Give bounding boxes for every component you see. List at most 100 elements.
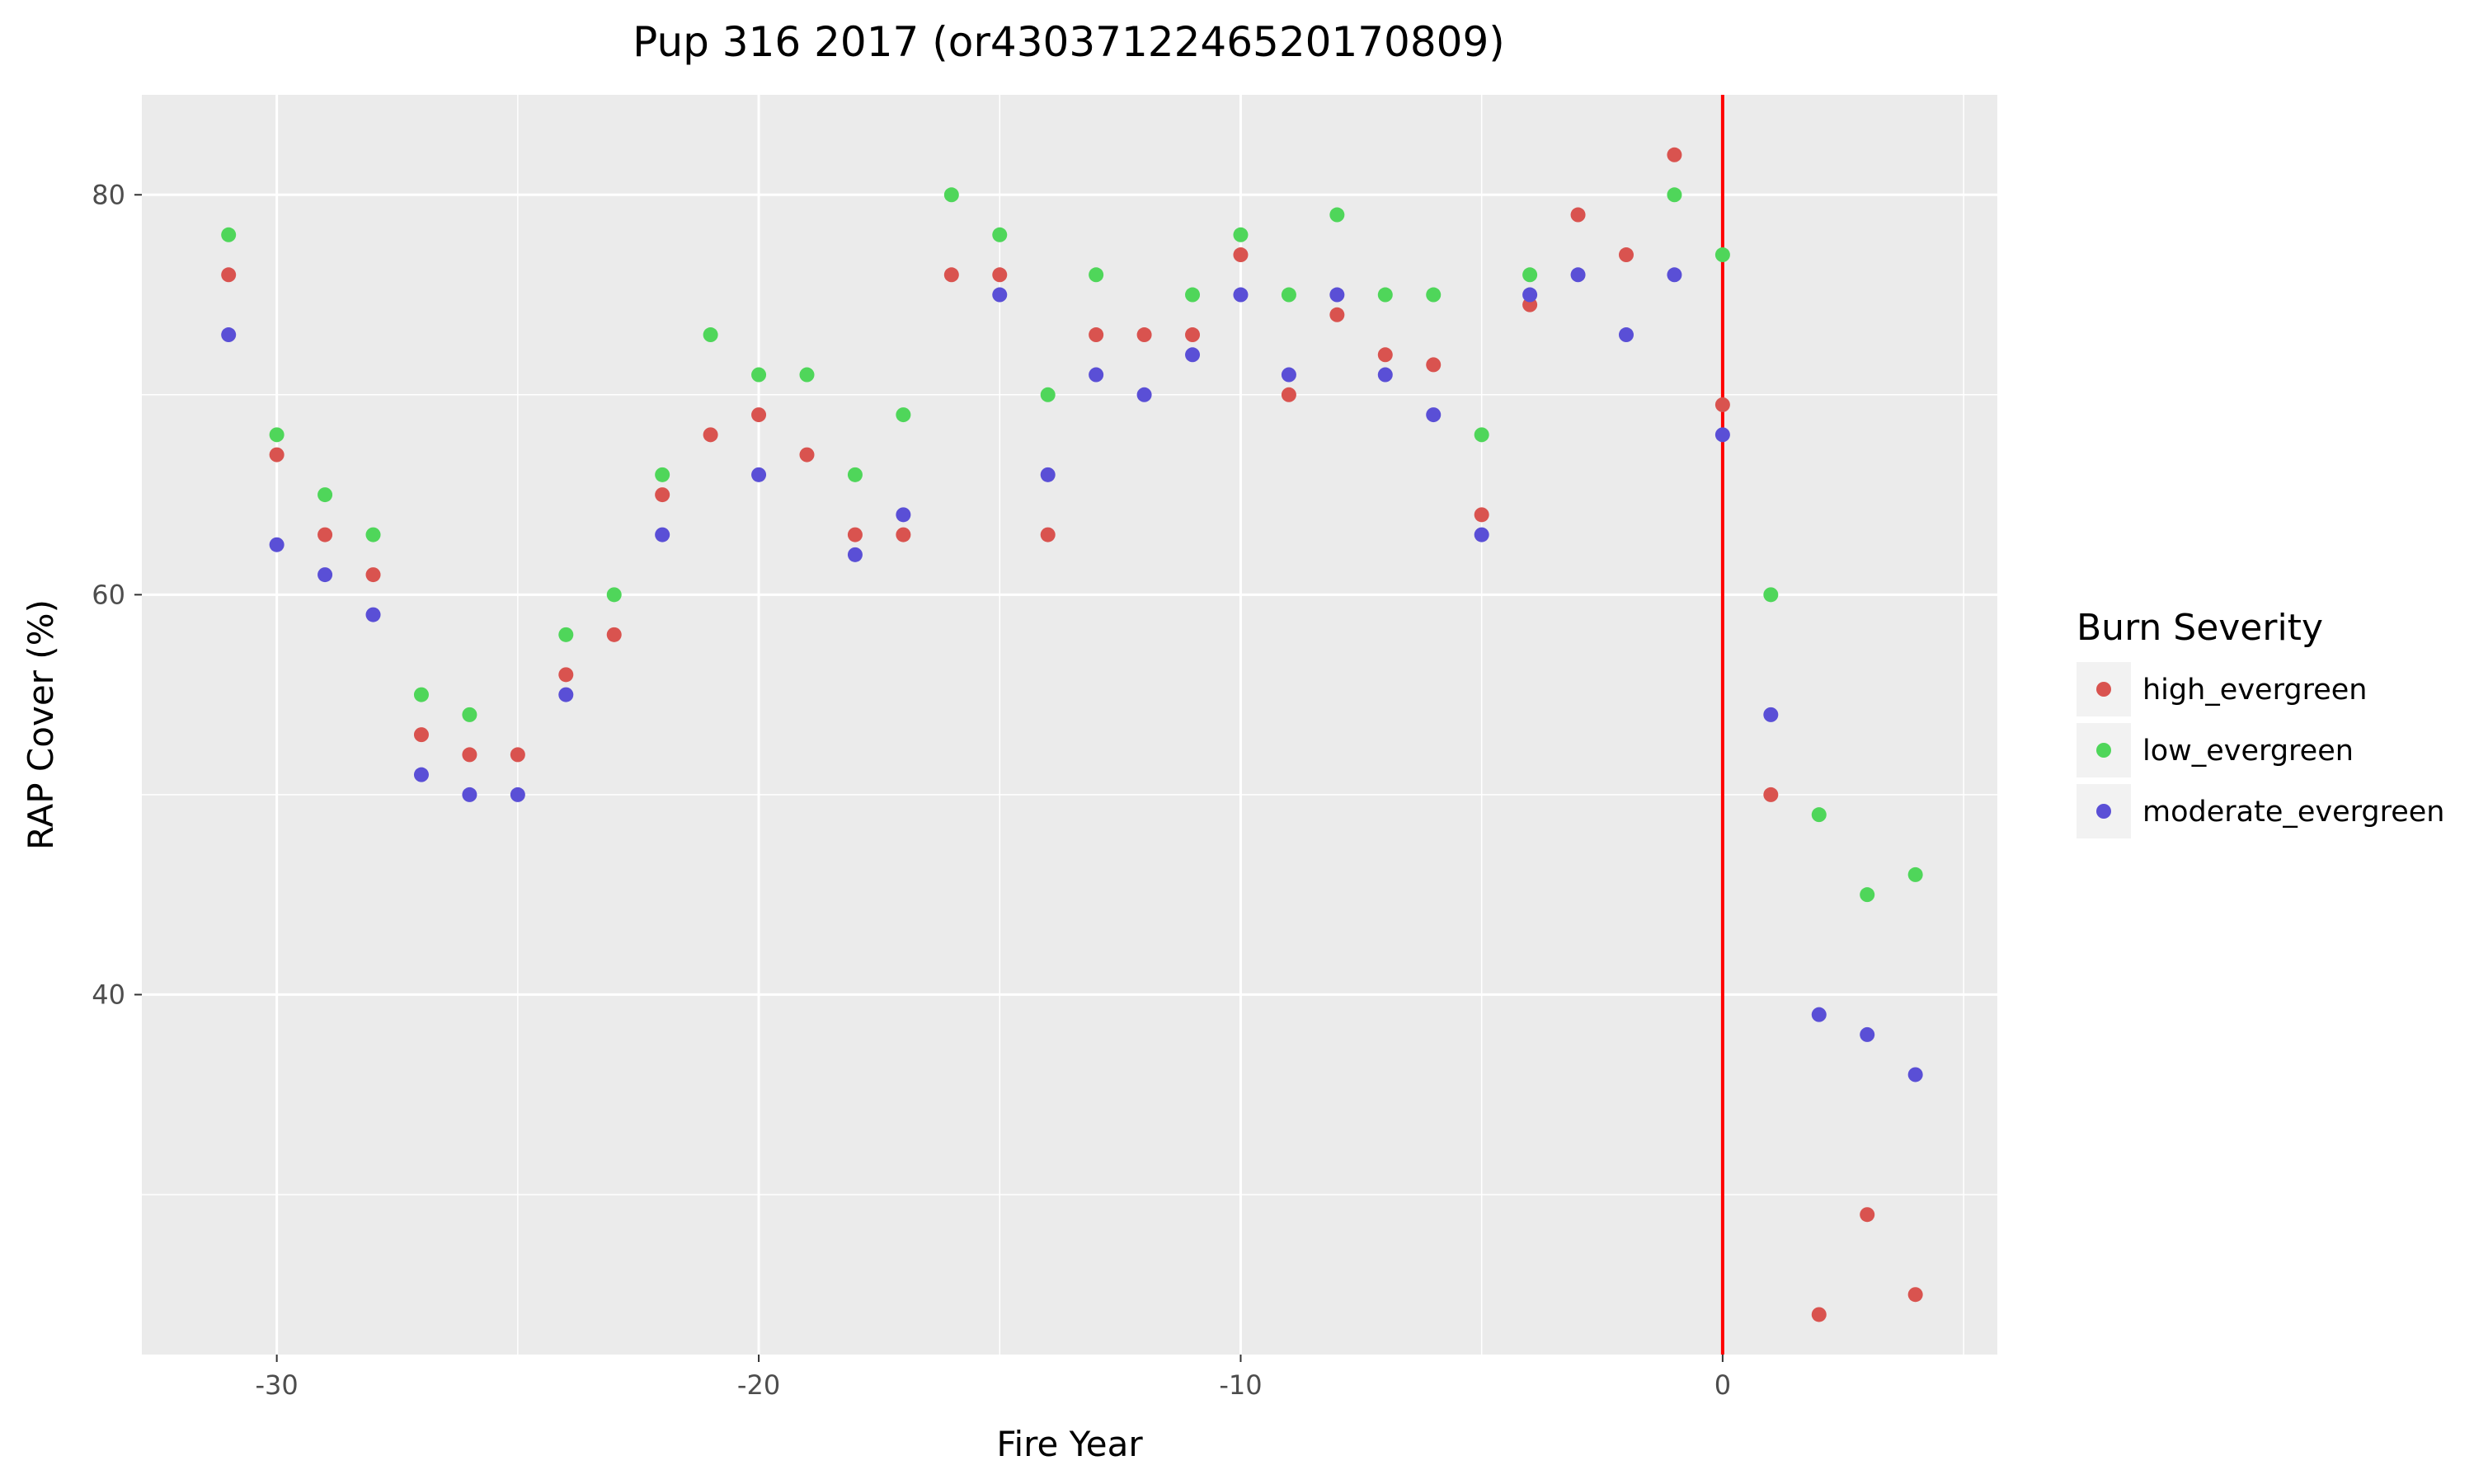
point-moderate_evergreen <box>896 507 911 523</box>
point-moderate_evergreen <box>1329 287 1345 303</box>
point-low_evergreen <box>221 227 237 242</box>
point-moderate_evergreen <box>1136 387 1152 402</box>
point-moderate_evergreen <box>1281 367 1296 383</box>
point-low_evergreen <box>558 627 574 642</box>
point-low_evergreen <box>462 707 477 722</box>
x-tick-label: 0 <box>1714 1369 1731 1401</box>
point-moderate_evergreen <box>992 287 1008 303</box>
x-tick-label: -30 <box>256 1369 299 1401</box>
point-low_evergreen <box>1426 287 1442 303</box>
legend-label-high_evergreen: high_evergreen <box>2142 674 2367 707</box>
point-low_evergreen <box>1089 267 1104 283</box>
legend-title: Burn Severity <box>2077 607 2323 649</box>
point-high_evergreen <box>703 427 718 443</box>
point-moderate_evergreen <box>462 787 477 802</box>
point-moderate_evergreen <box>510 787 525 802</box>
x-axis-ticks: -30 -20 -10 0 <box>256 1355 1731 1401</box>
point-moderate_evergreen <box>1426 407 1442 423</box>
legend-label-low_evergreen: low_evergreen <box>2142 735 2354 768</box>
point-high_evergreen <box>221 267 237 283</box>
point-moderate_evergreen <box>1619 327 1634 343</box>
point-low_evergreen <box>703 327 718 343</box>
point-moderate_evergreen <box>1185 347 1201 363</box>
chart-title: Pup 316 2017 (or4303712246520170809) <box>633 18 1505 66</box>
point-moderate_evergreen <box>1089 367 1104 383</box>
point-moderate_evergreen <box>1811 1007 1827 1022</box>
point-moderate_evergreen <box>413 767 429 782</box>
point-low_evergreen <box>1763 587 1779 603</box>
point-low_evergreen <box>269 427 285 443</box>
point-moderate_evergreen <box>1763 707 1779 722</box>
x-tick-label: -20 <box>737 1369 780 1401</box>
point-low_evergreen <box>655 467 670 482</box>
point-low_evergreen <box>365 527 381 542</box>
point-low_evergreen <box>606 587 622 603</box>
legend-marker-low_evergreen <box>2096 743 2111 758</box>
point-high_evergreen <box>269 447 285 463</box>
legend-label-moderate_evergreen: moderate_evergreen <box>2142 796 2445 829</box>
point-moderate_evergreen <box>558 687 574 702</box>
y-axis-title: RAP Cover (%) <box>21 599 61 850</box>
point-high_evergreen <box>751 407 767 423</box>
point-high_evergreen <box>896 527 911 542</box>
point-low_evergreen <box>847 467 863 482</box>
point-moderate_evergreen <box>1233 287 1249 303</box>
point-low_evergreen <box>1522 267 1538 283</box>
point-high_evergreen <box>1474 507 1489 523</box>
point-high_evergreen <box>1136 327 1152 343</box>
point-low_evergreen <box>1233 227 1249 242</box>
point-moderate_evergreen <box>751 467 767 482</box>
point-moderate_evergreen <box>1522 287 1538 303</box>
point-low_evergreen <box>413 687 429 702</box>
y-axis-ticks: 40 60 80 <box>92 179 142 1010</box>
point-low_evergreen <box>943 187 959 203</box>
point-low_evergreen <box>799 367 815 383</box>
point-high_evergreen <box>1907 1287 1923 1303</box>
point-high_evergreen <box>799 447 815 463</box>
point-moderate_evergreen <box>655 527 670 542</box>
point-low_evergreen <box>751 367 767 383</box>
point-high_evergreen <box>1619 247 1634 263</box>
point-high_evergreen <box>1570 207 1586 223</box>
point-low_evergreen <box>1185 287 1201 303</box>
point-low_evergreen <box>992 227 1008 242</box>
point-moderate_evergreen <box>1907 1067 1923 1082</box>
point-moderate_evergreen <box>365 607 381 622</box>
point-moderate_evergreen <box>1040 467 1056 482</box>
point-high_evergreen <box>606 627 622 642</box>
plot-panel <box>142 95 1997 1355</box>
point-high_evergreen <box>655 487 670 503</box>
point-moderate_evergreen <box>317 567 333 583</box>
point-high_evergreen <box>413 727 429 743</box>
point-high_evergreen <box>1233 247 1249 263</box>
point-moderate_evergreen <box>847 547 863 562</box>
point-high_evergreen <box>1040 527 1056 542</box>
x-tick-label: -10 <box>1219 1369 1262 1401</box>
point-low_evergreen <box>1474 427 1489 443</box>
point-moderate_evergreen <box>1377 367 1393 383</box>
point-low_evergreen <box>1860 887 1875 903</box>
point-high_evergreen <box>943 267 959 283</box>
point-moderate_evergreen <box>1667 267 1682 283</box>
point-moderate_evergreen <box>1474 527 1489 542</box>
point-low_evergreen <box>1040 387 1056 402</box>
point-moderate_evergreen <box>221 327 237 343</box>
point-low_evergreen <box>1377 287 1393 303</box>
point-high_evergreen <box>992 267 1008 283</box>
legend: Burn Severity high_evergreen low_evergree… <box>2077 607 2445 838</box>
point-high_evergreen <box>510 747 525 763</box>
point-high_evergreen <box>1811 1307 1827 1322</box>
point-low_evergreen <box>1281 287 1296 303</box>
legend-marker-high_evergreen <box>2096 682 2111 697</box>
point-high_evergreen <box>1185 327 1201 343</box>
legend-marker-moderate_evergreen <box>2096 804 2111 819</box>
point-high_evergreen <box>317 527 333 542</box>
point-high_evergreen <box>1281 387 1296 402</box>
minor-gridlines <box>142 95 1997 1355</box>
point-high_evergreen <box>558 667 574 683</box>
data-points <box>221 147 1923 1322</box>
point-high_evergreen <box>1860 1207 1875 1223</box>
point-high_evergreen <box>1426 357 1442 373</box>
point-low_evergreen <box>1907 866 1923 882</box>
